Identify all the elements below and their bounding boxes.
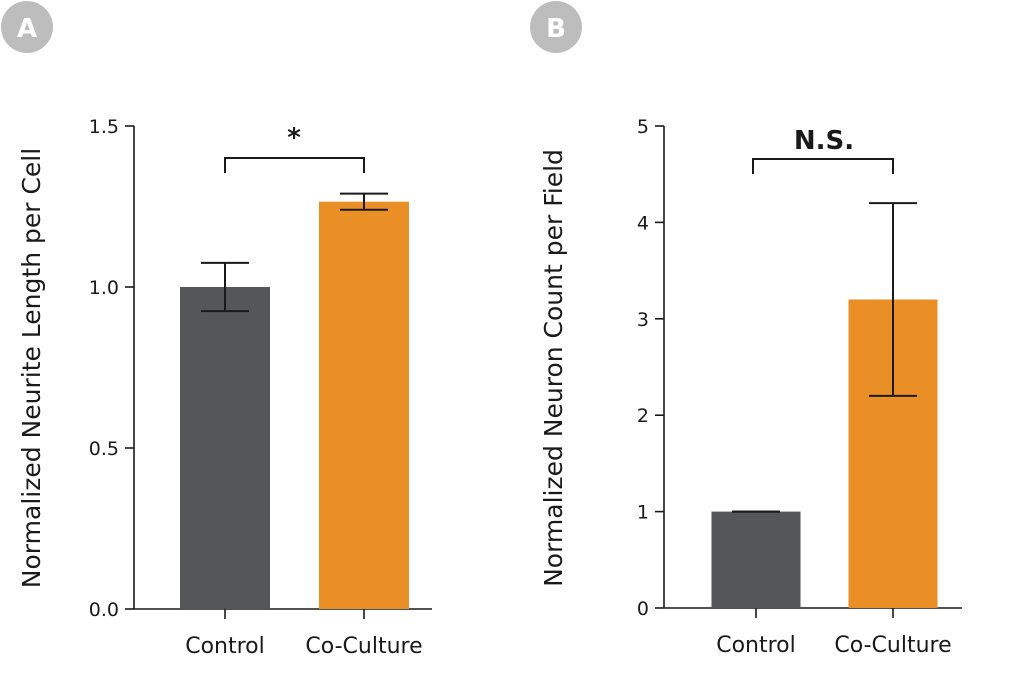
y-tick-label: 0 — [637, 598, 649, 620]
y-tick-label: 1 — [637, 502, 649, 524]
panel-a-significance-label: * — [287, 123, 301, 153]
panel-a-y-ticks: 0.0 0.5 1.0 1.5 — [89, 116, 134, 621]
panel-b-y-axis-label: Normalized Neuron Count per Field — [539, 149, 568, 587]
y-tick-label: 2 — [637, 405, 649, 427]
y-tick-label: 4 — [637, 212, 649, 234]
bar-control — [711, 511, 801, 608]
x-tick-label: Control — [185, 634, 265, 659]
panel-a-badge-label: A — [17, 14, 37, 44]
panel-a-bars — [180, 192, 409, 610]
y-tick-label: 3 — [637, 309, 649, 331]
panel-a-x-ticks: Control Co-Culture — [185, 609, 423, 659]
panel-b: B Normalized Neuron Count per Field 0 1 2 3… — [530, 1, 962, 658]
y-tick-label: 5 — [637, 116, 649, 138]
panel-b-x-ticks: Control Co-Culture — [716, 608, 952, 658]
y-tick-label: 0.0 — [89, 599, 119, 621]
panel-a-badge — [1, 1, 53, 53]
bar-co-culture — [319, 201, 409, 610]
x-tick-label: Co-Culture — [305, 634, 422, 659]
panel-b-y-ticks: 0 1 2 3 4 5 — [637, 116, 664, 620]
bar-control — [180, 287, 270, 609]
y-tick-label: 1.5 — [89, 116, 119, 138]
panel-b-significance-bracket — [752, 158, 894, 174]
x-tick-label: Co-Culture — [834, 633, 951, 658]
x-tick-label: Control — [716, 633, 796, 658]
y-tick-label: 0.5 — [89, 438, 119, 460]
panel-a-y-axis-label: Normalized Neurite Length per Cell — [17, 148, 46, 588]
panel-b-bars — [711, 202, 938, 608]
y-tick-label: 1.0 — [89, 277, 119, 299]
panel-b-badge-label: B — [546, 14, 566, 44]
panel-b-badge — [530, 1, 582, 53]
panel-a-significance-bracket — [224, 157, 365, 173]
panel-b-significance-label: N.S. — [794, 126, 854, 156]
panel-a: A Normalized Neurite Length per Cell 0.0… — [1, 1, 432, 659]
